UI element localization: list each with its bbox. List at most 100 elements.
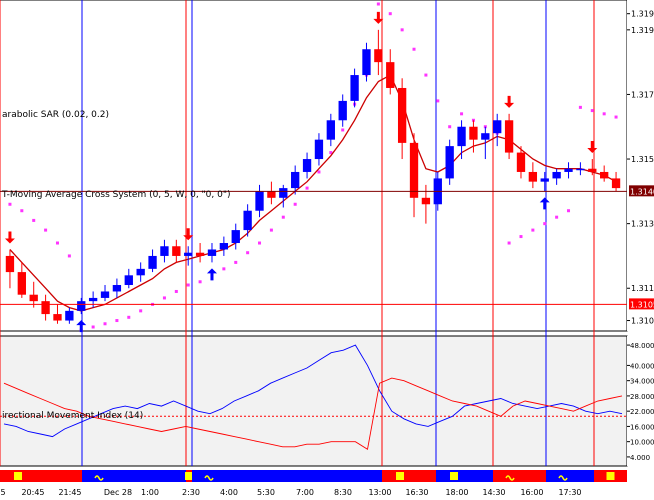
psar-dot [305, 186, 309, 190]
candle-body [362, 49, 371, 76]
candle-body [528, 171, 538, 182]
candle-body [600, 171, 609, 179]
price-axis [627, 0, 654, 331]
psar-dot [222, 267, 226, 271]
price-tick-label: 1.3110 [631, 284, 654, 293]
indicator-axis [627, 336, 654, 466]
x-tick-label: 13:00 [368, 488, 391, 497]
x-tick-label: 2:30 [182, 488, 200, 497]
indicator-tick-label: 16.000 [630, 423, 654, 431]
candle-body [469, 126, 478, 140]
session-segment [82, 470, 186, 482]
candle-body [291, 171, 300, 189]
psar-dot [234, 260, 238, 264]
session-segment [382, 470, 436, 482]
session-flag-icon [14, 472, 22, 480]
psar-dot [186, 283, 190, 287]
candle-body [576, 168, 585, 171]
x-tick-label: 8:30 [334, 488, 352, 497]
indicator-tick-labels: 48.000 40.000 34.000 28.000 22.000 16.000 10.0… [627, 342, 654, 462]
psar-dot [293, 202, 297, 206]
candle-body [338, 100, 347, 121]
candle-body [421, 197, 431, 205]
candle-body [124, 275, 133, 286]
candle-body [374, 49, 383, 63]
psar-dot [281, 215, 285, 219]
psar-dot [246, 251, 250, 255]
psar-dot [115, 319, 119, 323]
candle-body [445, 146, 454, 179]
price-tick-label: 1.3190 [631, 26, 654, 35]
candle-body [136, 268, 145, 276]
indicator-tick-label: 4.000 [630, 454, 650, 462]
candle-body [350, 75, 359, 101]
price-tick-label: 1.3150 [631, 155, 654, 164]
psar-dot [424, 73, 428, 77]
candle-body [100, 291, 110, 298]
indicator-tick-label: 48.000 [630, 342, 654, 350]
candle-body [5, 255, 15, 273]
x-tick-label: 16:30 [405, 488, 428, 497]
candle-body [314, 139, 324, 160]
sell-arrow [183, 228, 194, 241]
psar-dot [127, 315, 131, 319]
psar-dot [483, 125, 487, 129]
psar-dot [614, 115, 618, 119]
indicator-panel [0, 335, 628, 467]
candle-body [88, 297, 98, 302]
candle-body [397, 87, 407, 143]
x-tick-label: 5 [0, 488, 5, 497]
indicator-tick-label: 34.000 [630, 378, 654, 386]
psar-dot [543, 222, 547, 226]
psar-dot [103, 322, 107, 326]
x-tick-label: 18:00 [445, 488, 468, 497]
candle-body [504, 120, 514, 153]
candle-body [481, 133, 490, 140]
psar-dot [258, 241, 262, 245]
psar-dot [341, 128, 345, 132]
psar-dot [376, 2, 380, 6]
candle-body [409, 142, 419, 198]
psar-dot [20, 209, 24, 213]
candle-body [65, 310, 74, 321]
x-tick-label: 7:00 [296, 488, 314, 497]
x-tick-label: 21:45 [58, 488, 81, 497]
session-segment [192, 470, 382, 482]
candle-body [326, 120, 335, 140]
candle-body [231, 230, 240, 244]
psar-dot [44, 228, 48, 232]
candle-body [17, 272, 26, 295]
psar-dot [400, 28, 404, 32]
candle-body [564, 168, 573, 172]
psar-dot [91, 325, 95, 329]
psar-dot [174, 289, 178, 293]
psar-dot [555, 215, 559, 219]
dmi-plus-line [3, 344, 623, 438]
psar-label: arabolic SAR (0.02, 0.2) [2, 110, 109, 120]
candle-body [243, 210, 252, 231]
indicator-tick-label: 22.000 [630, 408, 654, 416]
candle-body [160, 246, 169, 256]
ma-line [9, 74, 617, 312]
candle-body [588, 168, 597, 172]
psar-dot [388, 12, 392, 16]
low-tag-text: 1.3105 [630, 300, 654, 309]
indicator-tick-label: 40.000 [630, 362, 654, 370]
candle-body [53, 314, 62, 321]
x-tick-label: 5:30 [257, 488, 275, 497]
psar-dot [567, 209, 571, 213]
psar-dot [507, 241, 511, 245]
psar-dot [519, 235, 523, 239]
price-tick-label: 1.3100 [631, 317, 654, 326]
sell-arrow [373, 11, 384, 24]
session-wave-icon [558, 475, 568, 481]
candle-body [172, 246, 181, 256]
psar-dot [329, 151, 333, 155]
price-tick-label: 1.3130 [631, 220, 654, 229]
dmi-label: irectional Movement Index (14) [2, 411, 143, 421]
price-tick-labels: 1.3195 1.3190 1.3170 1.3150 1.3130 1.3110 1.31… [627, 10, 654, 326]
psar-dot [139, 309, 143, 313]
psar-dot [269, 228, 273, 232]
psar-dot [578, 105, 582, 109]
